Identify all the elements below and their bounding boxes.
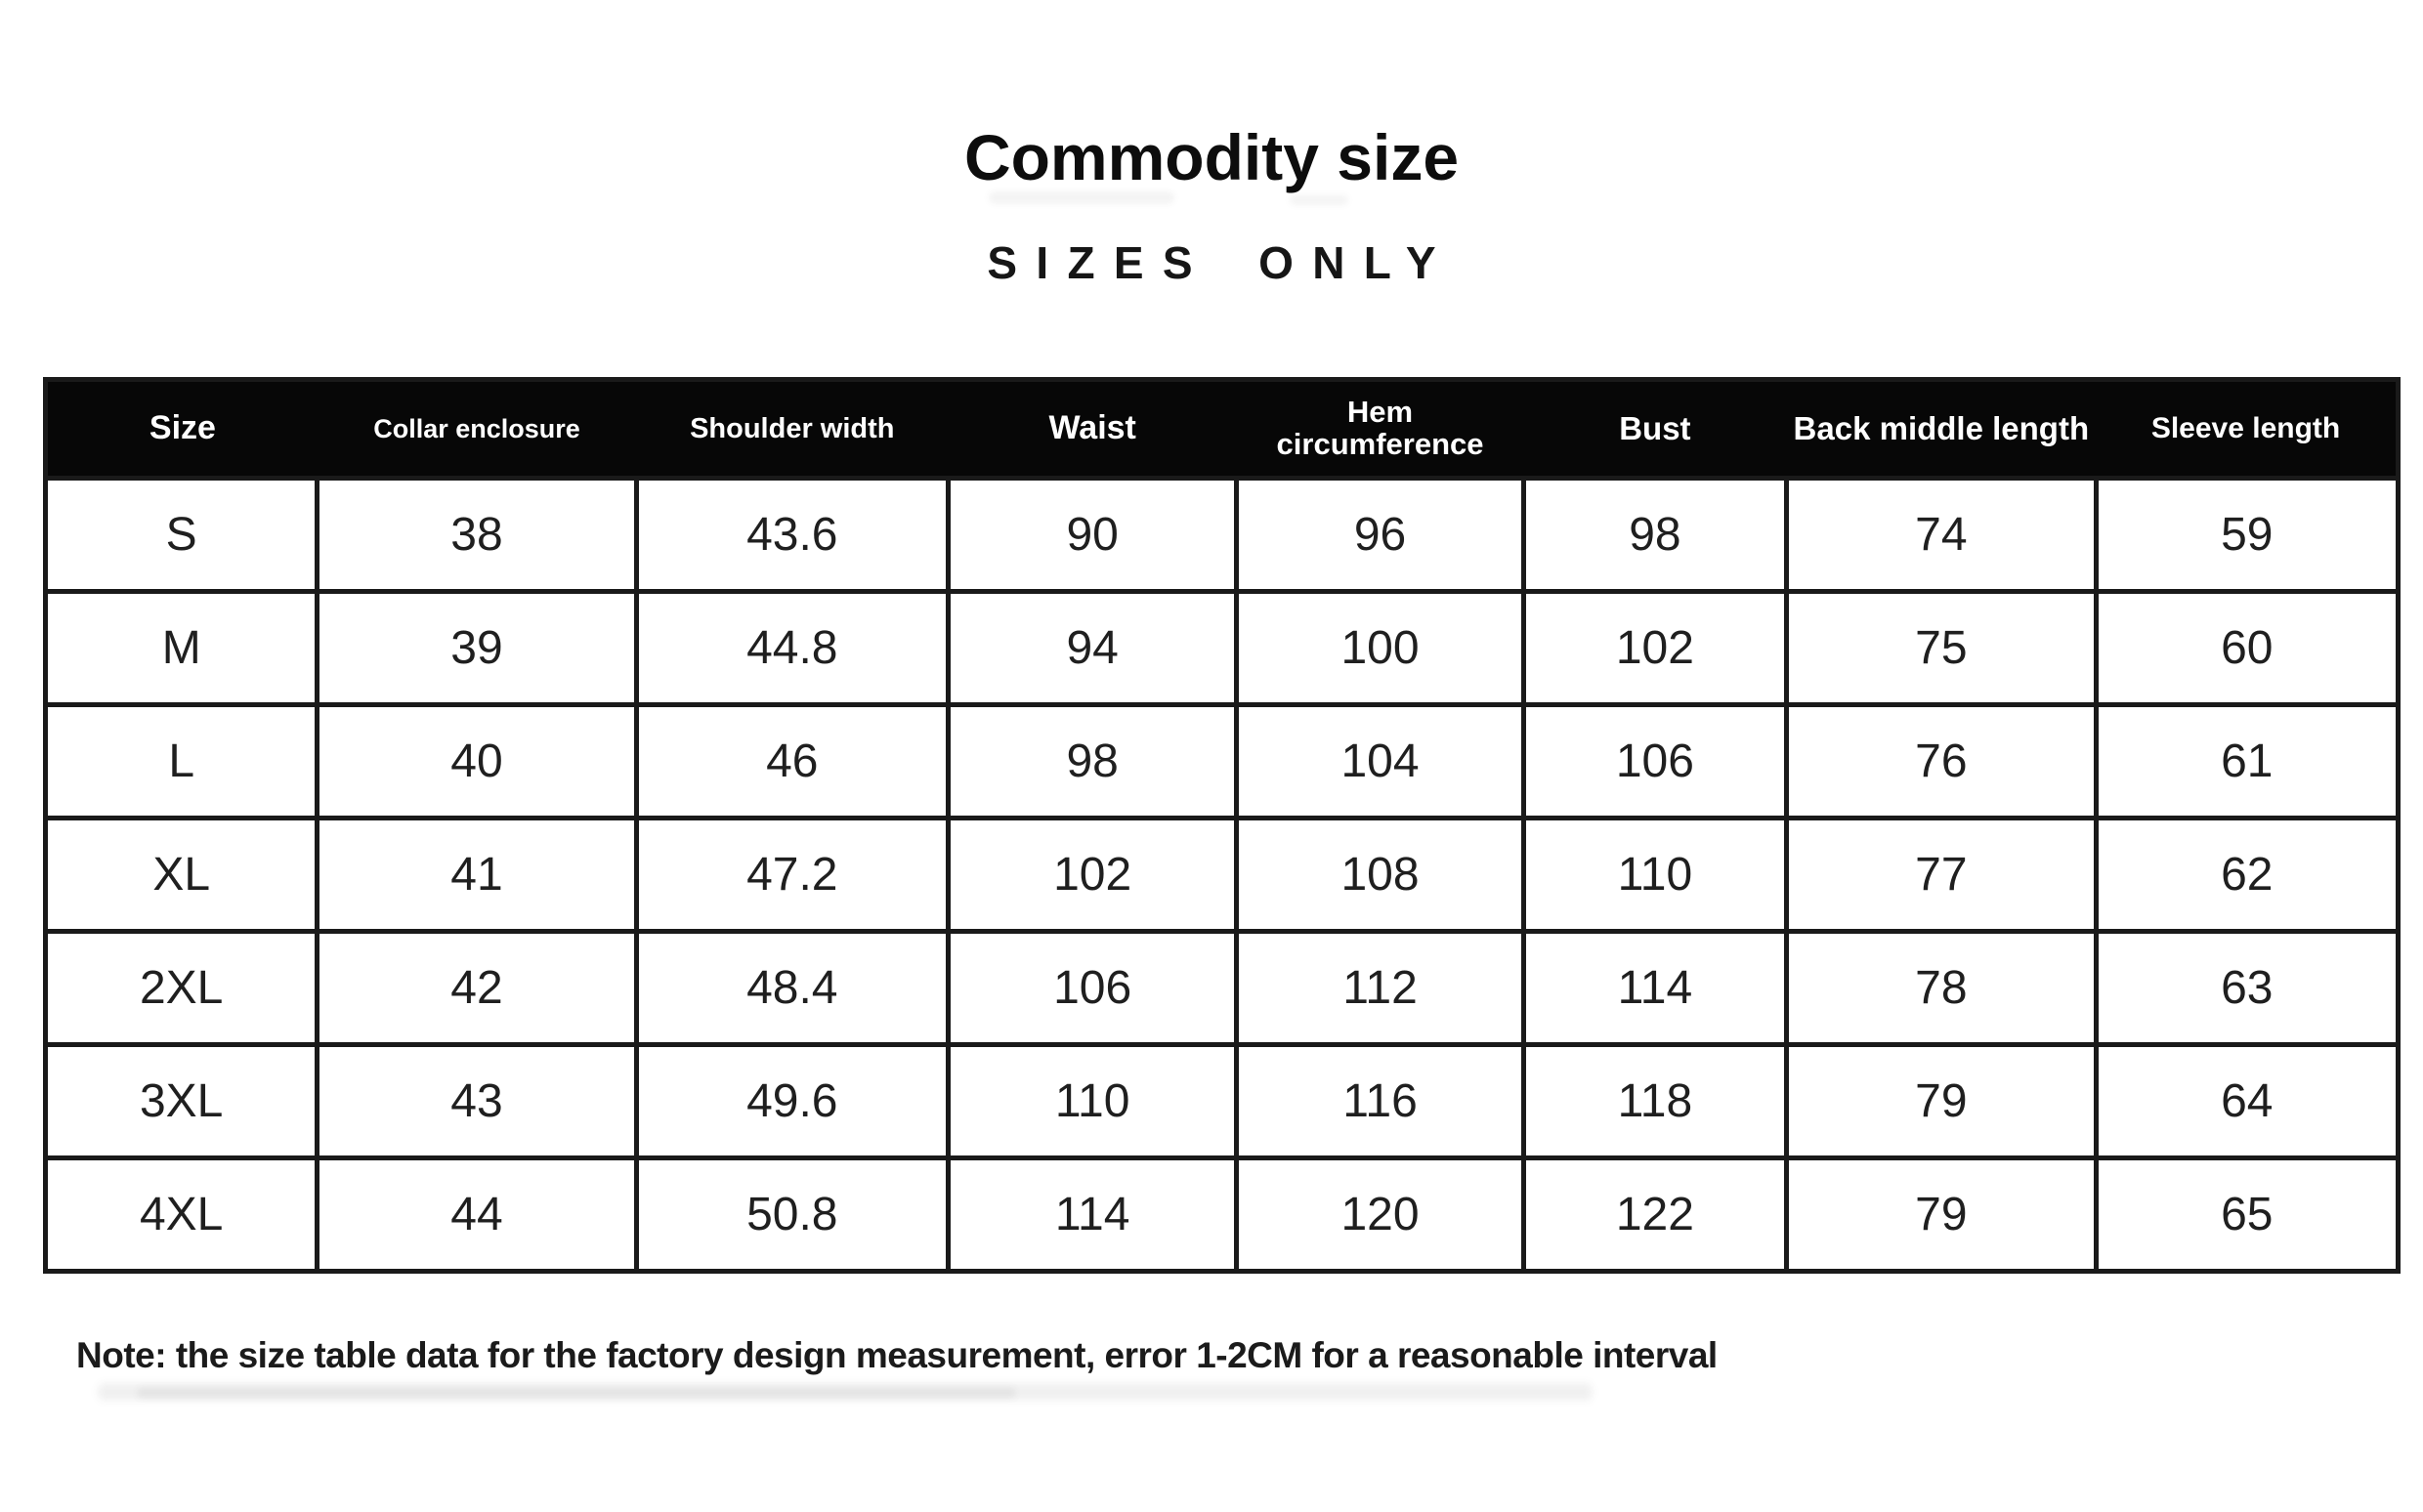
size-cell: 4XL (42, 1155, 320, 1274)
table-cell: 75 (1784, 589, 2099, 707)
header-collar-enclosure: Collar enclosure (317, 379, 637, 479)
table-cell: 49.6 (633, 1042, 951, 1160)
size-cell: S (42, 476, 320, 594)
table-cell: 50.8 (633, 1155, 951, 1274)
header-row: Size Collar enclosure Shoulder width Wai… (45, 379, 2399, 479)
table-cell: 102 (945, 816, 1240, 934)
table-cell: 118 (1520, 1042, 1790, 1160)
header-bust: Bust (1523, 379, 1787, 479)
erased-text-artifact (98, 1383, 1593, 1401)
table-cell: 63 (2093, 929, 2402, 1047)
table-cell: 38 (315, 476, 639, 594)
table-cell: 94 (945, 589, 1240, 707)
size-cell: L (42, 702, 320, 820)
table-row-2xl: 2XL 42 48.4 106 112 114 78 63 (42, 929, 2402, 1047)
table-cell: 90 (945, 476, 1240, 594)
header-waist: Waist (948, 379, 1237, 479)
table-cell: 76 (1784, 702, 2099, 820)
table-cell: 77 (1784, 816, 2099, 934)
table-cell: 112 (1234, 929, 1526, 1047)
table-cell: 40 (315, 702, 639, 820)
size-cell: M (42, 589, 320, 707)
table-cell: 106 (945, 929, 1240, 1047)
erased-text-artifact (1290, 195, 1348, 205)
table-cell: 41 (315, 816, 639, 934)
table-cell: 43.6 (633, 476, 951, 594)
size-cell: 2XL (42, 929, 320, 1047)
table-cell: 48.4 (633, 929, 951, 1047)
header-size: Size (45, 379, 318, 479)
table-cell: 114 (1520, 929, 1790, 1047)
size-cell: 3XL (42, 1042, 320, 1160)
table-cell: 98 (945, 702, 1240, 820)
erased-text-artifact (989, 191, 1174, 204)
table-cell: 74 (1784, 476, 2099, 594)
erased-text-artifact (137, 1387, 1016, 1399)
table-row-s: S 38 43.6 90 96 98 74 59 (42, 476, 2402, 594)
size-cell: XL (42, 816, 320, 934)
table-cell: 44.8 (633, 589, 951, 707)
header-shoulder-width: Shoulder width (636, 379, 949, 479)
table-cell: 42 (315, 929, 639, 1047)
table-cell: 65 (2093, 1155, 2402, 1274)
table-cell: 96 (1234, 476, 1526, 594)
table-cell: 120 (1234, 1155, 1526, 1274)
table-cell: 110 (945, 1042, 1240, 1160)
measurement-note: Note: the size table data for the factor… (76, 1335, 1718, 1375)
table-cell: 61 (2093, 702, 2402, 820)
table-cell: 79 (1784, 1155, 2099, 1274)
table-cell: 60 (2093, 589, 2402, 707)
table-cell: 104 (1234, 702, 1526, 820)
table-cell: 116 (1234, 1042, 1526, 1160)
table-cell: 64 (2093, 1042, 2402, 1160)
table-row-xl: XL 41 47.2 102 108 110 77 62 (42, 816, 2402, 934)
table-cell: 110 (1520, 816, 1790, 934)
table-cell: 78 (1784, 929, 2099, 1047)
page-subtitle: SIZES ONLY (987, 237, 1455, 288)
table-cell: 114 (945, 1155, 1240, 1274)
header-sleeve-length: Sleeve length (2096, 379, 2399, 479)
table-cell: 98 (1520, 476, 1790, 594)
table-cell: 108 (1234, 816, 1526, 934)
table-cell: 122 (1520, 1155, 1790, 1274)
table-cell: 100 (1234, 589, 1526, 707)
table-cell: 62 (2093, 816, 2402, 934)
size-table: Size Collar enclosure Shoulder width Wai… (42, 377, 2402, 1274)
table-cell: 44 (315, 1155, 639, 1274)
table-cell: 47.2 (633, 816, 951, 934)
page-title: Commodity size (963, 121, 1460, 193)
table-row-4xl: 4XL 44 50.8 114 120 122 79 65 (42, 1155, 2402, 1274)
table-cell: 46 (633, 702, 951, 820)
table-cell: 39 (315, 589, 639, 707)
table-row-3xl: 3XL 43 49.6 110 116 118 79 64 (42, 1042, 2402, 1160)
header-hem-circumference: Hem circumference (1236, 379, 1524, 479)
table-cell: 43 (315, 1042, 639, 1160)
table-cell: 106 (1520, 702, 1790, 820)
table-cell: 79 (1784, 1042, 2099, 1160)
table-row-l: L 40 46 98 104 106 76 61 (42, 702, 2402, 820)
header-back-middle-length: Back middle length (1786, 379, 2097, 479)
table-cell: 59 (2093, 476, 2402, 594)
table-row-m: M 39 44.8 94 100 102 75 60 (42, 589, 2402, 707)
table-cell: 102 (1520, 589, 1790, 707)
